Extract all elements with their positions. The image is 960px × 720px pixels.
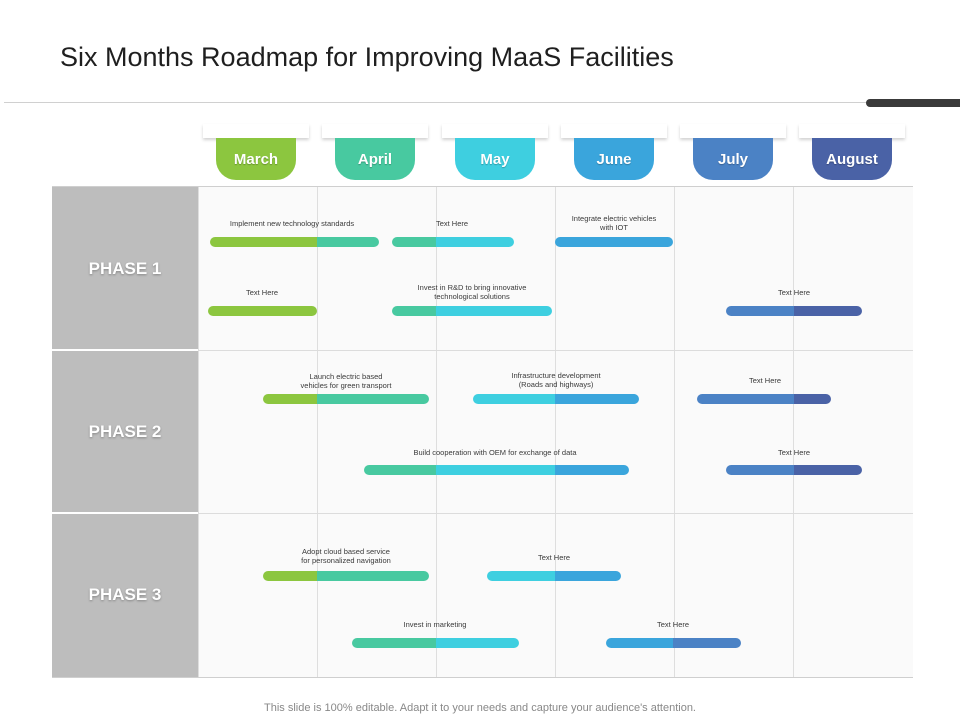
task-bar (263, 571, 429, 581)
grid-column-line (793, 187, 794, 677)
task-bar (487, 571, 621, 581)
task-label: Adopt cloud based service for personaliz… (301, 547, 391, 565)
grid-column-line (674, 187, 675, 677)
task-label: Integrate electric vehicles with IOT (571, 214, 657, 232)
task-label: Invest in R&D to bring innovative techno… (417, 283, 527, 301)
task-label: Infrastructure development (Roads and hi… (511, 371, 601, 389)
task-bar (208, 306, 317, 316)
task-label: Text Here (656, 620, 690, 629)
footer-note: This slide is 100% editable. Adapt it to… (264, 702, 696, 714)
phase-separator (52, 512, 198, 514)
task-label: Launch electric based vehicles for green… (300, 372, 392, 390)
grid-row-line (198, 350, 913, 351)
title-divider (4, 102, 874, 103)
task-label: Implement new technology standards (229, 219, 355, 228)
month-card (680, 124, 786, 138)
month-header-march: March (203, 124, 309, 182)
grid-column-line (317, 187, 318, 677)
task-bar (392, 306, 552, 316)
task-label: Text Here (435, 219, 469, 228)
task-bar (555, 237, 673, 247)
task-bar (352, 638, 519, 648)
phase-3-label: PHASE 3 (52, 513, 198, 677)
task-bar (473, 394, 639, 404)
month-card (322, 124, 428, 138)
month-card (442, 124, 548, 138)
month-label-april: April (335, 138, 415, 180)
month-label-august: August (812, 138, 892, 180)
month-label-march: March (216, 138, 296, 180)
grid-column-line (436, 187, 437, 677)
task-label: Invest in marketing (403, 620, 467, 629)
task-label: Text Here (748, 376, 782, 385)
phase-2-label: PHASE 2 (52, 350, 198, 513)
month-header-july: July (680, 124, 786, 182)
task-label: Text Here (245, 288, 279, 297)
month-card (561, 124, 667, 138)
grid-row-line (198, 513, 913, 514)
task-label: Text Here (777, 288, 811, 297)
title-accent-bar (866, 99, 960, 107)
task-bar (726, 465, 862, 475)
task-bar (697, 394, 831, 404)
month-label-july: July (693, 138, 773, 180)
slide-title: Six Months Roadmap for Improving MaaS Fa… (60, 42, 674, 72)
month-header-august: August (799, 124, 905, 182)
phase-separator (52, 349, 198, 351)
task-bar (364, 465, 629, 475)
grid-column-line (198, 187, 199, 677)
task-label: Text Here (777, 448, 811, 457)
month-label-may: May (455, 138, 535, 180)
phase-1-label: PHASE 1 (52, 187, 198, 350)
task-bar (606, 638, 741, 648)
task-bar (263, 394, 429, 404)
task-bar (392, 237, 514, 247)
month-label-june: June (574, 138, 654, 180)
month-header-may: May (442, 124, 548, 182)
task-label: Build cooperation with OEM for exchange … (413, 448, 577, 457)
month-header-april: April (322, 124, 428, 182)
roadmap-grid: PHASE 1 PHASE 2 PHASE 3 (52, 186, 913, 678)
task-bar (726, 306, 862, 316)
grid-column-line (555, 187, 556, 677)
task-bar (210, 237, 379, 247)
month-header-june: June (561, 124, 667, 182)
month-card (203, 124, 309, 138)
month-card (799, 124, 905, 138)
task-label: Text Here (537, 553, 571, 562)
